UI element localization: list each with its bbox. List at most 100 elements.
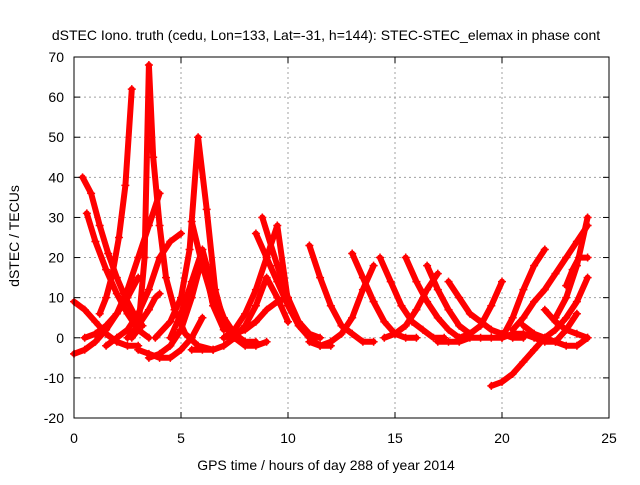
data-point-marker — [412, 277, 421, 286]
x-tick-label: 0 — [70, 430, 78, 446]
data-point-marker — [380, 333, 389, 342]
y-tick-label: 30 — [48, 209, 64, 225]
data-point-marker — [369, 297, 378, 306]
data-point-marker — [123, 309, 132, 318]
data-point-marker — [551, 337, 560, 346]
data-point-marker — [144, 353, 153, 362]
data-point-marker — [219, 321, 228, 330]
data-point-marker — [433, 285, 442, 294]
data-point-marker — [155, 349, 164, 358]
series-trace — [103, 230, 184, 349]
series-trace — [259, 214, 324, 341]
chart-title: dSTEC Iono. truth (cedu, Lon=133, Lat=-3… — [52, 27, 600, 43]
y-tick-label: -20 — [44, 410, 64, 426]
x-tick-label: 5 — [177, 430, 185, 446]
data-point-marker — [151, 333, 160, 342]
series-trace — [488, 274, 591, 389]
data-point-marker — [91, 337, 100, 346]
data-point-marker — [177, 345, 185, 354]
data-point-marker — [198, 313, 207, 322]
data-point-marker — [241, 341, 250, 350]
data-point-marker — [155, 289, 164, 298]
data-point-marker — [433, 337, 442, 346]
data-point-marker — [166, 341, 175, 350]
data-point-marker — [112, 309, 121, 318]
data-series-group — [95, 85, 136, 318]
axis-ticks: 0 5 10 15 20 25 -20 -10 0 10 20 30 40 50 60 70 — [44, 49, 617, 446]
data-point-marker — [401, 333, 410, 342]
data-point-marker — [562, 281, 571, 290]
data-point-marker — [114, 233, 123, 242]
data-point-marker — [433, 269, 442, 278]
data-series-group — [508, 221, 592, 334]
data-point-marker — [476, 333, 485, 342]
data-point-marker — [498, 333, 506, 342]
data-point-marker — [305, 241, 314, 250]
data-point-marker — [284, 317, 292, 326]
data-point-marker — [391, 329, 399, 338]
data-series-group — [219, 293, 292, 342]
data-point-marker — [262, 305, 271, 314]
data-point-marker — [540, 305, 549, 314]
data-point-marker — [305, 329, 314, 338]
series-trace — [552, 214, 591, 321]
y-tick-label: 0 — [56, 330, 64, 346]
data-point-marker — [294, 317, 303, 326]
data-point-marker — [95, 221, 104, 230]
data-point-marker — [551, 313, 560, 322]
data-point-marker — [348, 249, 357, 258]
data-point-marker — [305, 337, 314, 346]
data-point-marker — [177, 309, 185, 318]
data-point-marker — [326, 301, 335, 310]
data-point-marker — [583, 253, 592, 262]
data-point-marker — [134, 345, 143, 354]
y-tick-label: 40 — [48, 169, 64, 185]
data-point-marker — [498, 377, 506, 386]
data-point-marker — [455, 321, 464, 330]
data-point-marker — [530, 297, 539, 306]
data-point-marker — [412, 333, 421, 342]
data-point-marker — [487, 301, 496, 310]
data-point-marker — [102, 265, 111, 274]
data-point-marker — [455, 293, 464, 302]
data-point-marker — [540, 285, 549, 294]
data-point-marker — [572, 329, 581, 338]
data-point-marker — [562, 293, 571, 302]
data-point-marker — [258, 213, 267, 222]
data-point-marker — [144, 61, 153, 70]
data-point-marker — [273, 221, 282, 230]
data-point-marker — [487, 381, 496, 390]
data-point-marker — [112, 289, 121, 298]
data-point-marker — [91, 329, 100, 338]
data-point-marker — [123, 341, 132, 350]
data-point-marker — [568, 265, 577, 274]
data-series-group — [70, 297, 143, 350]
data-point-marker — [444, 337, 453, 346]
data-point-marker — [251, 317, 260, 326]
data-point-marker — [80, 345, 89, 354]
data-point-marker — [397, 301, 406, 310]
data-point-marker — [127, 85, 136, 94]
data-point-marker — [583, 273, 592, 282]
data-point-marker — [209, 297, 218, 306]
plot-frame — [73, 56, 610, 419]
data-point-marker — [102, 321, 111, 330]
data-point-marker — [123, 325, 132, 334]
x-tick-label: 25 — [601, 430, 617, 446]
data-point-marker — [166, 317, 175, 326]
data-point-marker — [262, 273, 271, 282]
data-point-marker — [455, 337, 464, 346]
data-point-marker — [185, 245, 194, 254]
data-point-marker — [121, 181, 130, 190]
data-point-marker — [540, 333, 549, 342]
data-point-marker — [140, 253, 149, 262]
data-point-marker — [80, 333, 89, 342]
data-point-marker — [166, 333, 175, 342]
data-point-marker — [444, 305, 453, 314]
data-point-marker — [337, 329, 346, 338]
series-trace — [402, 254, 463, 341]
data-point-marker — [519, 321, 528, 330]
data-point-marker — [551, 325, 560, 334]
